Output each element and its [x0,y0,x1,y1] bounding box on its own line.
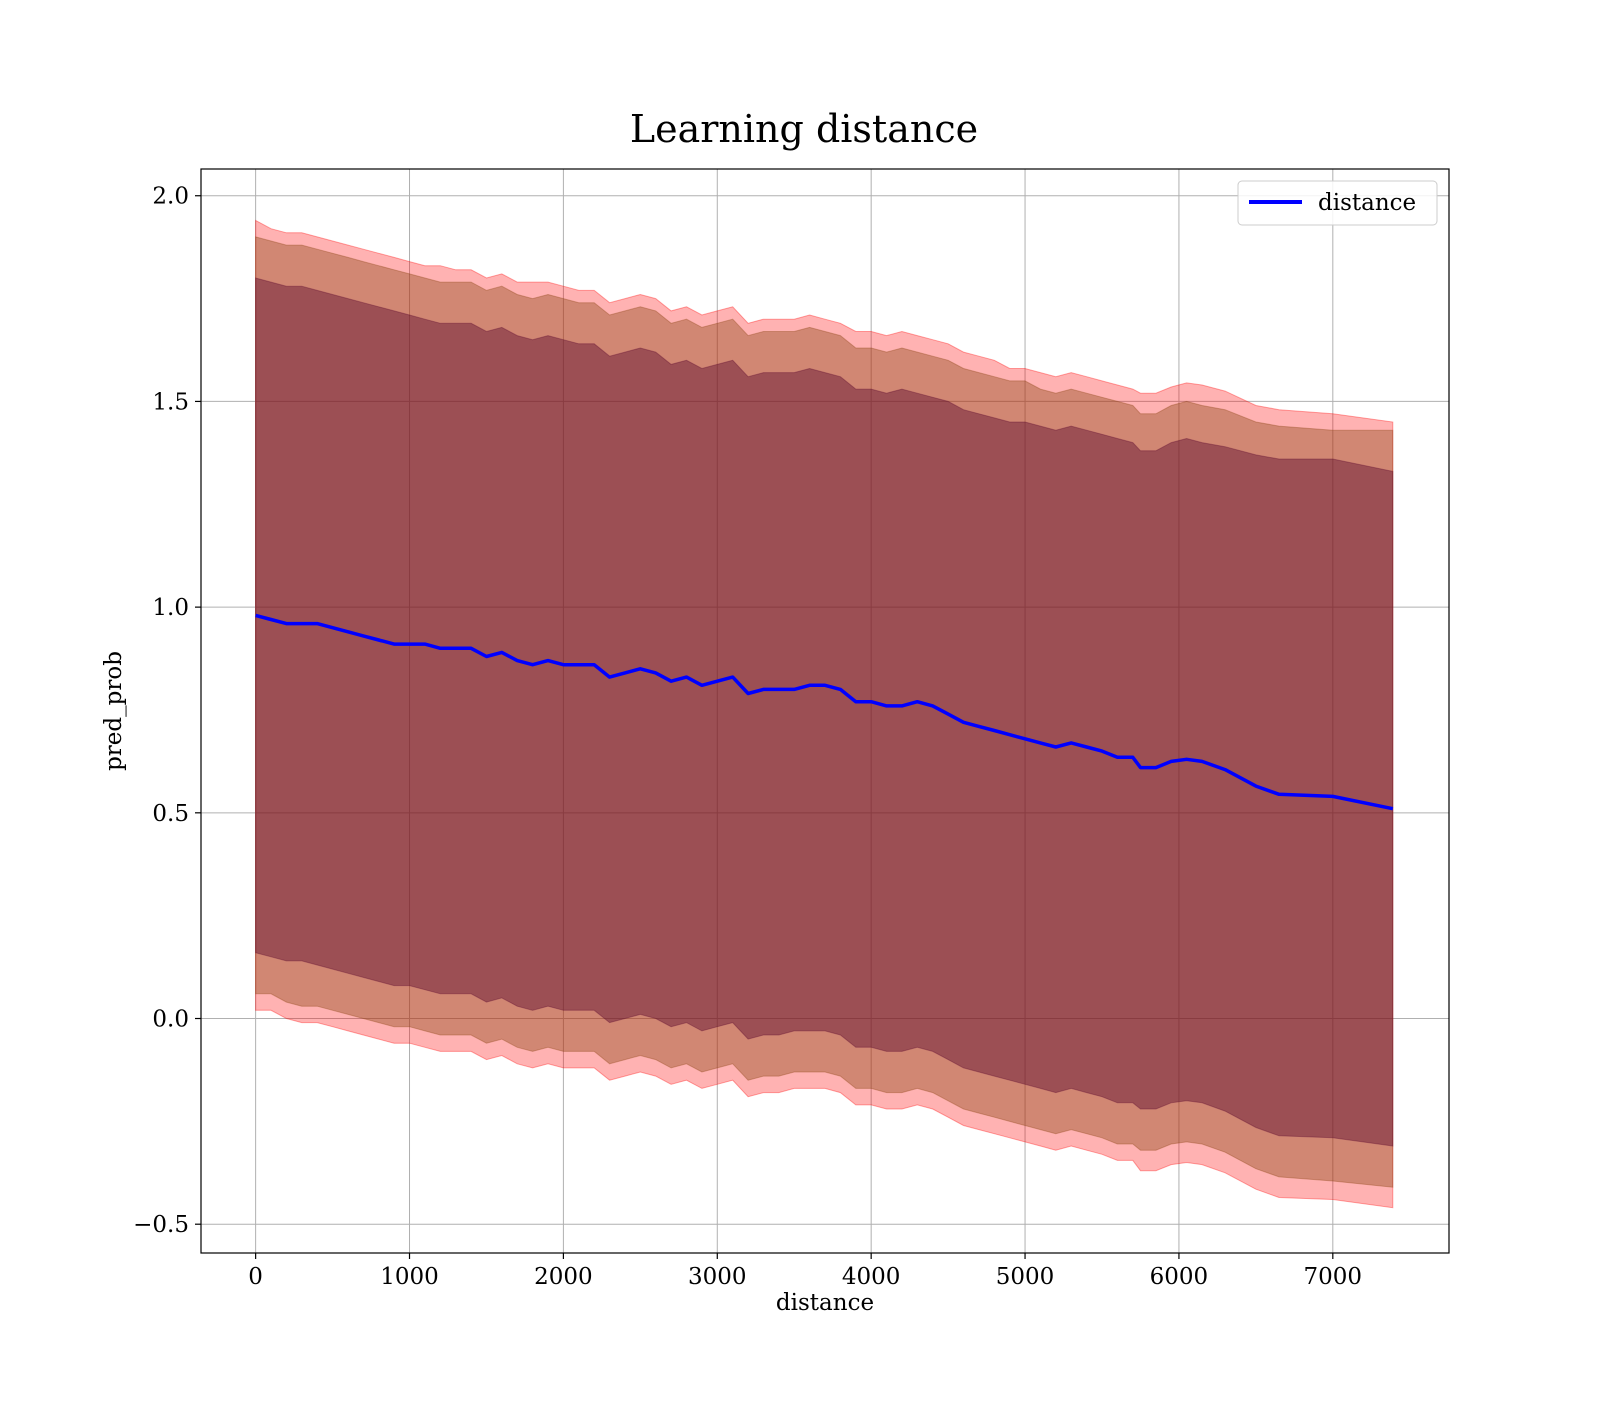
y-axis-label: pred_prob [101,651,127,771]
confidence-bands [255,219,1394,1209]
band-inner [255,277,1394,1147]
legend: distance [1237,180,1438,226]
y-tick-label: −0.5 [133,1212,189,1238]
x-tick-label: 5000 [996,1264,1055,1290]
y-tick-label: 0.5 [152,801,189,827]
y-axis-ticks: −0.5 0.0 0.5 1.0 1.5 2.0 [133,184,201,1238]
legend-box [1237,180,1438,226]
x-tick-label: 3000 [688,1264,747,1290]
series-line-distance [255,613,1394,811]
band-middle [255,236,1394,1188]
x-tick-label: 1000 [380,1264,439,1290]
x-axis-label: distance [776,1290,874,1316]
y-tick-label: 2.0 [152,184,189,210]
y-tick-label: 1.5 [152,389,189,415]
x-tick-label: 4000 [842,1264,901,1290]
band-outer [255,219,1394,1209]
y-tick-label: 1.0 [152,595,189,621]
plot-frame [200,168,1450,1254]
chart-title: Learning distance [630,107,978,151]
x-tick-label: 7000 [1304,1264,1363,1290]
x-axis-ticks: 0 1000 2000 3000 4000 5000 6000 7000 [248,1253,1362,1290]
series-lines [255,613,1394,811]
x-tick-label: 0 [248,1264,263,1290]
x-tick-label: 2000 [534,1264,593,1290]
x-tick-label: 6000 [1150,1264,1209,1290]
y-tick-label: 0.0 [152,1007,189,1033]
legend-label-distance: distance [1318,190,1416,216]
